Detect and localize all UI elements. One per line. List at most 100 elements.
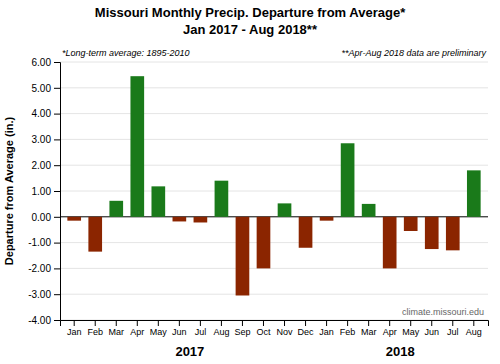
x-axis-line: [61, 321, 489, 327]
y-tick: 6.00: [32, 57, 60, 68]
bar: [446, 217, 460, 251]
y-tick-label: 6.00: [32, 57, 52, 68]
y-tick-label: 5.00: [32, 83, 52, 94]
x-tick-mark: [452, 320, 453, 326]
x-tick-label: Feb: [87, 327, 103, 337]
grid-line: [60, 242, 488, 243]
x-tick: Nov: [277, 320, 294, 337]
grid-line: [60, 165, 488, 166]
y-tick-label: 0.00: [32, 212, 52, 223]
x-tick-label: May: [150, 327, 168, 337]
x-tick: Jun: [172, 320, 187, 337]
x-tick-mark: [389, 320, 390, 326]
x-tick: Jul: [447, 320, 459, 337]
y-tick-mark: [54, 243, 60, 244]
x-tick-label: Apr: [130, 327, 144, 337]
x-tick: Sep: [234, 320, 250, 337]
y-axis: -4.00 -3.00 -2.00 -1.00 0.00 1.00 2.00 3.00 4.00…: [28, 57, 60, 326]
bar: [194, 217, 208, 223]
x-tick: Oct: [256, 320, 271, 337]
x-tick-label: Jun: [172, 327, 187, 337]
title: Missouri Monthly Precip. Departure from …: [95, 5, 406, 20]
y-tick-label: -3.00: [28, 289, 51, 300]
y-tick-mark: [54, 320, 60, 321]
x-tick-mark: [473, 320, 474, 326]
y-label: Departure from Average (in.): [3, 116, 15, 265]
bar: [383, 217, 397, 269]
grid-line: [60, 139, 488, 140]
bar: [425, 217, 439, 249]
x-tick-mark: [137, 320, 138, 326]
x-tick-label: Aug: [213, 327, 229, 337]
x-tick-label: Oct: [256, 327, 271, 337]
x-tick-label: Dec: [298, 327, 315, 337]
x-tick-mark: [347, 320, 348, 326]
plot: -4.00 -3.00 -2.00 -1.00 0.00 1.00 2.00 3.00 4.00…: [28, 57, 488, 338]
y-tick: 1.00: [32, 186, 60, 197]
y-tick-label: -4.00: [28, 315, 51, 326]
x-tick-label: Sep: [234, 327, 250, 337]
x-tick: Apr: [383, 320, 397, 337]
subtitle: Jan 2017 - Aug 2018**: [183, 22, 318, 37]
bar: [404, 217, 418, 231]
y-tick-label: -1.00: [28, 237, 51, 248]
y-tick: -2.00: [28, 263, 60, 274]
x-tick: Dec: [298, 320, 315, 337]
y-tick: 4.00: [32, 108, 60, 119]
bar: [215, 181, 229, 217]
x-tick-mark: [305, 320, 306, 326]
y-tick-label: 4.00: [32, 108, 52, 119]
x-tick: Jan: [319, 320, 334, 337]
y-tick: -4.00: [28, 315, 60, 326]
x-tick: May: [150, 320, 168, 337]
grid-line: [60, 191, 488, 192]
y-tick-label: 2.00: [32, 160, 52, 171]
bar: [109, 201, 123, 217]
year-label: 2017: [175, 344, 204, 359]
x-tick: Aug: [213, 320, 229, 337]
x-tick-mark: [263, 320, 264, 326]
grid: [60, 62, 488, 320]
y-tick-mark: [54, 268, 60, 269]
bar: [278, 203, 292, 216]
x-tick-mark: [116, 320, 117, 326]
y-tick-label: 1.00: [32, 186, 52, 197]
x-tick-label: Jul: [447, 327, 459, 337]
y-tick-mark: [54, 114, 60, 115]
y-tick-mark: [54, 191, 60, 192]
x-tick: Mar: [109, 320, 125, 337]
y-tick-mark: [54, 294, 60, 295]
y-tick: 0.00: [32, 212, 60, 223]
x-tick-mark: [326, 320, 327, 326]
y-tick: 2.00: [32, 160, 60, 171]
bar: [257, 217, 271, 269]
y-tick: -3.00: [28, 289, 60, 300]
x-tick-mark: [200, 320, 201, 326]
chart: -4.00 -3.00 -2.00 -1.00 0.00 1.00 2.00 3.00 4.00…: [0, 0, 500, 364]
bar: [151, 186, 165, 216]
bar: [362, 204, 376, 217]
y-axis-line: [54, 63, 61, 321]
x-tick-label: Feb: [340, 327, 356, 337]
x-tick-mark: [431, 320, 432, 326]
x-tick-mark: [95, 320, 96, 326]
bar: [299, 217, 313, 248]
y-tick-mark: [54, 139, 60, 140]
bar: [467, 170, 481, 216]
watermark: climate.missouri.edu: [402, 307, 484, 317]
year-label: 2018: [386, 344, 415, 359]
y-tick-mark: [54, 88, 60, 89]
y-tick: -1.00: [28, 237, 60, 248]
y-tick-label: -2.00: [28, 263, 51, 274]
y-tick: 3.00: [32, 134, 60, 145]
x-tick-label: Jun: [424, 327, 439, 337]
grid-line: [60, 62, 488, 63]
x-tick-label: May: [402, 327, 420, 337]
zero-line: [60, 216, 488, 217]
y-tick-mark: [54, 217, 60, 218]
y-tick-label: 3.00: [32, 134, 52, 145]
x-axis: JanFebMarAprMayJunJulAugSepOctNovDecJanF…: [61, 320, 489, 337]
x-tick-mark: [242, 320, 243, 326]
grid-line: [60, 268, 488, 269]
x-tick: Jun: [424, 320, 439, 337]
